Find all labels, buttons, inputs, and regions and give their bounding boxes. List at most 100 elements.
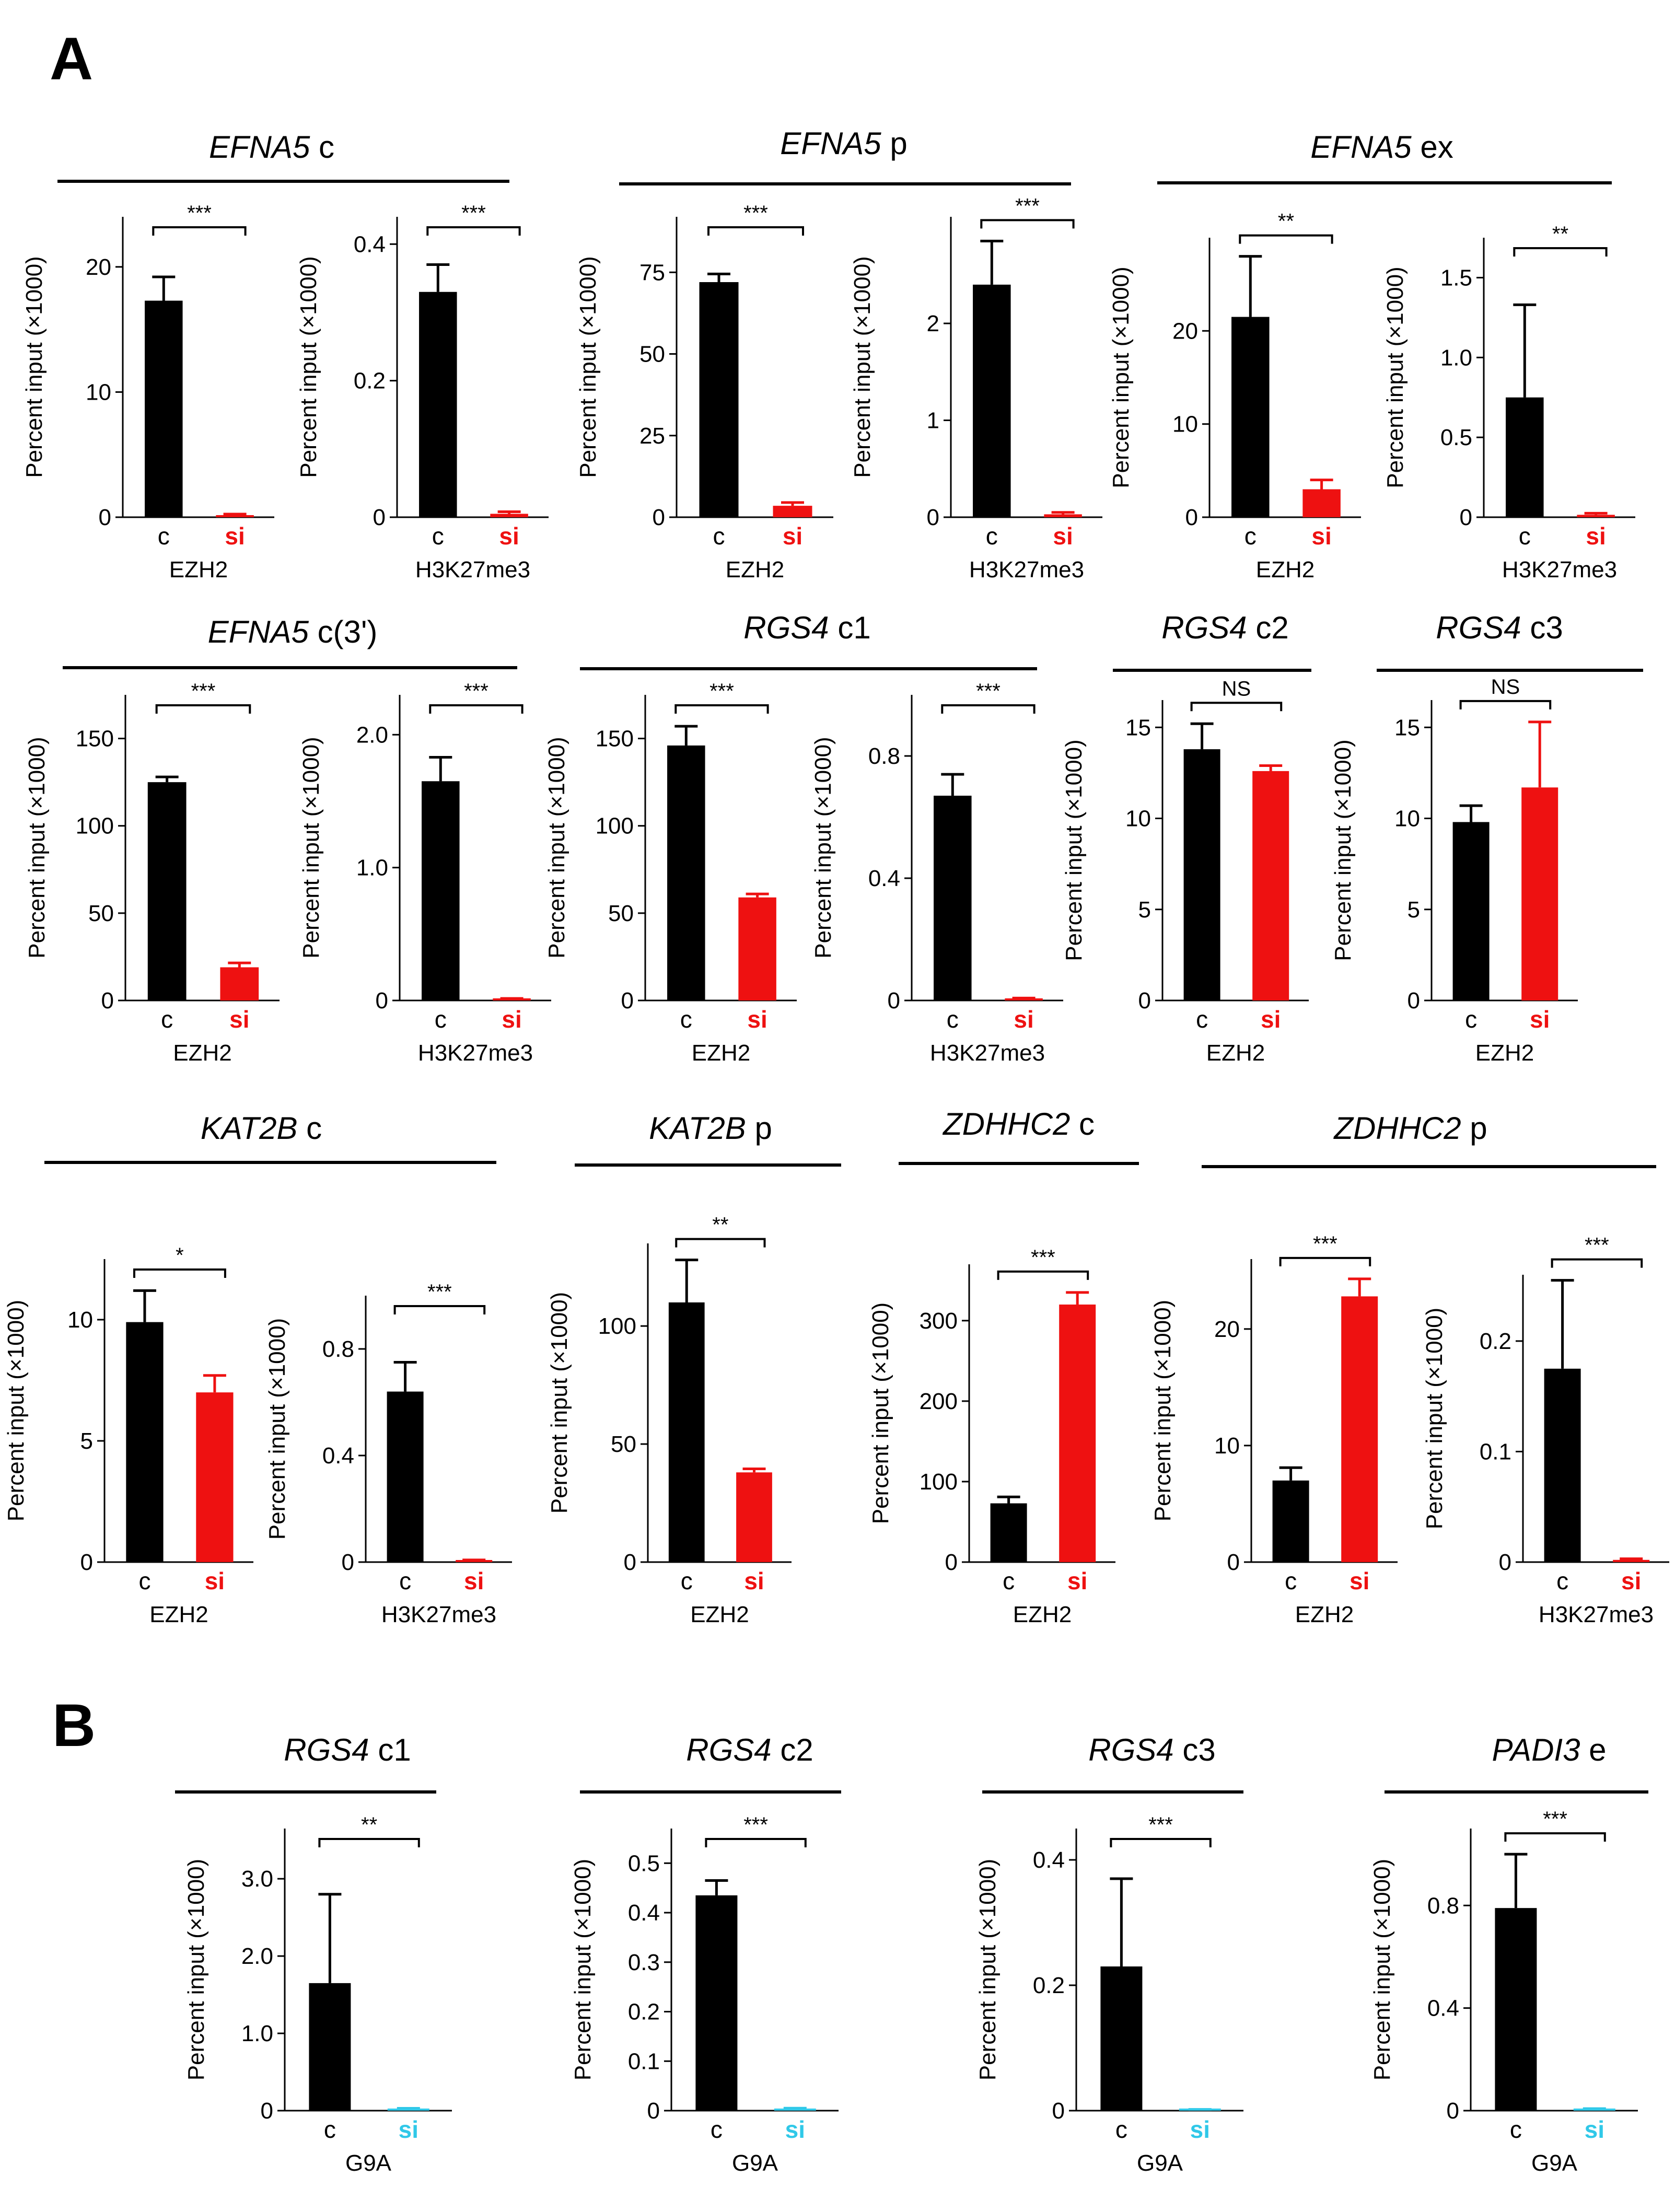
gene-name: ZDHHC2 [942,1107,1070,1142]
y-tick-label: 0.2 [354,368,386,394]
significance-label: *** [427,1280,452,1303]
y-tick-label: 150 [596,726,634,752]
x-axis-label: EZH2 [1295,1602,1354,1627]
group-title-text: KAT2B c [201,1111,322,1146]
y-axis-label: Percent input (×1000) [264,1318,290,1540]
x-axis-label: EZH2 [149,1602,208,1627]
group-title-text: PADI3 e [1492,1732,1606,1767]
group-title-text: RGS4 c3 [1088,1732,1215,1767]
gene-name: EFNA5 [1310,130,1412,165]
category-label: si [1311,522,1331,550]
y-axis-label: Percent input (×1000) [1150,1300,1176,1521]
y-tick-label: 0 [373,505,386,530]
significance-bracket [1239,234,1333,244]
group-title: ZDHHC2 c [899,1107,1139,1165]
y-tick-label: 5 [1408,897,1420,923]
bar-chart: 0 50 100 150 Percent input (×1000) c si EZH2 *** [544,680,797,1066]
significance-bracket [1190,702,1283,712]
y-tick-label: 1.0 [241,2021,273,2046]
group-title: RGS4 c2 [580,1732,841,1794]
x-axis-label: H3K27me3 [381,1602,496,1627]
y-tick-label: 0 [927,505,939,530]
bar-chart: 0 0.2 0.4 Percent input (×1000) c si G9A *** [975,1813,1243,2176]
group-title: RGS4 c1 [580,610,1037,670]
y-tick-label: 0.8 [1427,1893,1459,1918]
bar-chart: 0 50 100 Percent input (×1000) c si EZH2 ** [546,1214,792,1627]
y-tick-label: 2.0 [241,1943,273,1969]
group-title: PADI3 e [1385,1732,1648,1794]
significance-label: ** [361,1813,377,1836]
bar-control [1452,822,1490,1000]
group-title-text: RGS4 c2 [686,1732,813,1767]
y-tick-label: 0.4 [322,1443,354,1469]
bar-si [220,967,259,1000]
y-tick-label: 0 [1499,1550,1511,1575]
significance-bracket [941,704,1036,714]
bar-chart: 0 0.4 0.8 Percent input (×1000) c si G9A *** [1369,1808,1638,2176]
category-label: c [1115,2116,1127,2143]
y-tick-label: 1 [927,408,939,434]
x-axis-label: H3K27me3 [969,557,1084,583]
group-title-text: ZDHHC2 p [1333,1111,1487,1146]
bar-si [1521,787,1558,1000]
category-label: si [747,1006,767,1033]
category-label: c [681,1567,693,1594]
bar-chart: 0 100 200 300 Percent input (×1000) c si EZH2 **… [868,1246,1115,1627]
y-tick-label: 0.1 [1480,1439,1511,1464]
bar-control [1100,1966,1143,2111]
category-label: c [399,1567,411,1594]
bar-si [1573,2109,1615,2111]
significance-label: *** [1148,1813,1173,1836]
significance-bracket [997,1270,1089,1280]
category-label: si [502,1006,521,1033]
group-title-text: RGS4 c3 [1436,610,1563,645]
x-axis-label: H3K27me3 [415,557,530,583]
y-tick-label: 0.4 [1033,1847,1065,1873]
category-label: si [225,522,245,550]
gene-name: ZDHHC2 [1333,1111,1461,1146]
category-label: c [1465,1006,1477,1033]
significance-bracket [1459,700,1552,709]
category-label: c [1519,522,1531,550]
significance-bracket [1513,247,1608,257]
bar-si [738,897,776,1000]
bar-si [773,506,812,517]
bar-si [1341,1296,1378,1562]
y-tick-label: 10 [1394,806,1420,832]
group-title: EFNA5 p [619,126,1071,185]
bar-chart: 0 1.0 2.0 Percent input (×1000) c si H3K27me3 *… [298,680,551,1066]
significance-label: *** [464,680,488,703]
category-label: si [499,522,519,550]
gene-name: RGS4 [1436,610,1521,645]
group-title-text: ZDHHC2 c [942,1107,1095,1142]
significance-label: *** [709,680,734,703]
category-label: si [1585,2116,1604,2143]
y-axis-label: Percent input (×1000) [296,256,321,478]
group-title: EFNA5 c(3') [63,614,517,669]
y-axis-label: Percent input (×1000) [975,1859,1001,2080]
x-axis-label: EZH2 [169,557,228,583]
significance-label: *** [743,1813,768,1836]
bar-control [1231,317,1270,517]
y-axis-label: Percent input (×1000) [3,1300,29,1521]
bar-si [216,515,254,517]
y-tick-label: 300 [920,1308,958,1334]
y-tick-label: 0 [653,505,665,530]
group-title-text: RGS4 c1 [284,1732,411,1767]
y-tick-label: 10 [1125,806,1151,832]
significance-bracket [133,1268,226,1278]
bar-control [990,1503,1027,1562]
gene-name: PADI3 [1492,1732,1580,1767]
y-tick-label: 100 [598,1313,636,1339]
x-axis-label: EZH2 [1256,557,1315,583]
significance-label: *** [976,680,1001,703]
bar-chart: 0 10 20 Percent input (×1000) c si EZH2 *** [21,202,274,583]
y-tick-label: 10 [1172,412,1198,437]
category-label: c [1556,1567,1568,1594]
significance-label: *** [743,202,768,225]
gene-name: EFNA5 [209,130,310,165]
y-tick-label: 0 [99,505,111,530]
significance-bracket [1279,1256,1371,1266]
